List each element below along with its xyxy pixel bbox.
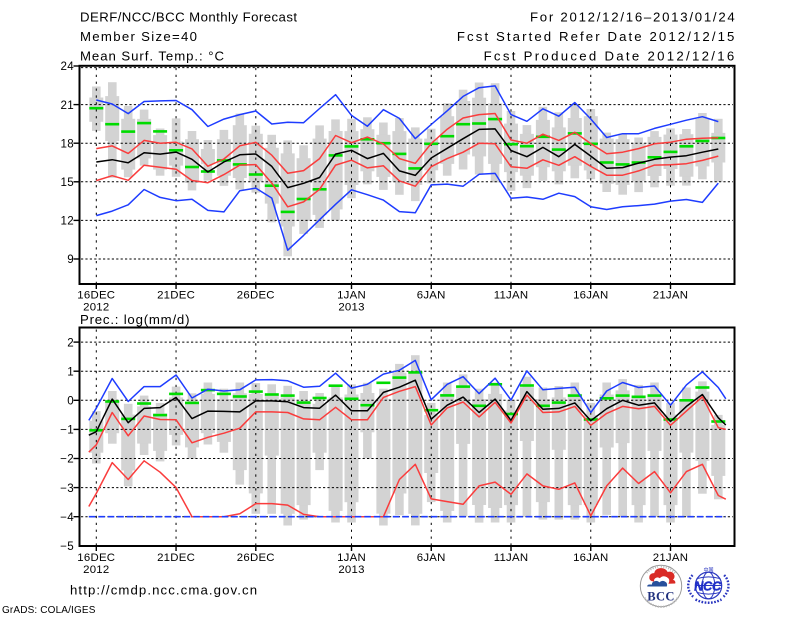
svg-text:0: 0 [67,395,74,408]
svg-text:18: 18 [61,137,75,150]
svg-text:21DEC: 21DEC [157,552,195,564]
svg-text:Mean Surf. Temp.: °C: Mean Surf. Temp.: °C [80,49,225,64]
svg-text:2013: 2013 [338,302,364,314]
svg-text:NCC: NCC [694,579,722,594]
svg-text:−3: −3 [60,482,74,495]
svg-text:2012: 2012 [83,564,109,576]
svg-text:Fcst Produced Date 2012/12/16: Fcst Produced Date 2012/12/16 [484,49,737,64]
svg-text:−1: −1 [60,424,74,437]
svg-text:21JAN: 21JAN [653,290,688,302]
svg-text:9: 9 [67,253,74,266]
svg-text:1JAN: 1JAN [337,552,366,564]
svg-text:26DEC: 26DEC [237,290,275,302]
svg-text:16JAN: 16JAN [573,290,608,302]
svg-text:21: 21 [61,99,75,112]
svg-text:−2: −2 [60,453,74,466]
svg-text:11JAN: 11JAN [494,552,529,564]
svg-text:Member Size=40: Member Size=40 [80,29,198,44]
svg-text:For 2012/12/16–2013/01/24: For 2012/12/16–2013/01/24 [530,10,737,25]
svg-text:1: 1 [67,365,74,378]
svg-text:11JAN: 11JAN [494,290,529,302]
svg-text:16DEC: 16DEC [77,552,115,564]
svg-text:15: 15 [61,176,75,189]
svg-text:Fcst Started Refer Date 2012/1: Fcst Started Refer Date 2012/12/15 [457,29,737,44]
svg-text:−5: −5 [60,540,74,553]
svg-text:2012: 2012 [83,302,109,314]
svg-text:6JAN: 6JAN [417,290,446,302]
svg-text:2: 2 [67,336,74,349]
svg-text:21DEC: 21DEC [157,290,195,302]
svg-text:DERF/NCC/BCC Monthly Forecast: DERF/NCC/BCC Monthly Forecast [80,10,298,25]
svg-text:24: 24 [61,60,75,73]
svg-text:−4: −4 [60,511,74,524]
svg-text:6JAN: 6JAN [417,552,446,564]
svg-text:16DEC: 16DEC [77,290,115,302]
svg-text:21JAN: 21JAN [653,552,688,564]
svg-text:http://cmdp.ncc.cma.gov.cn: http://cmdp.ncc.cma.gov.cn [70,583,258,598]
svg-text:中国: 中国 [703,567,713,574]
svg-text:GrADS: COLA/IGES: GrADS: COLA/IGES [2,605,96,616]
svg-text:16JAN: 16JAN [573,552,608,564]
svg-text:2013: 2013 [338,564,364,576]
svg-text:Prec.: log(mm/d): Prec.: log(mm/d) [80,312,190,327]
svg-text:BCC: BCC [647,590,675,604]
svg-text:12: 12 [61,215,75,228]
svg-text:1JAN: 1JAN [337,290,366,302]
svg-text:26DEC: 26DEC [237,552,275,564]
